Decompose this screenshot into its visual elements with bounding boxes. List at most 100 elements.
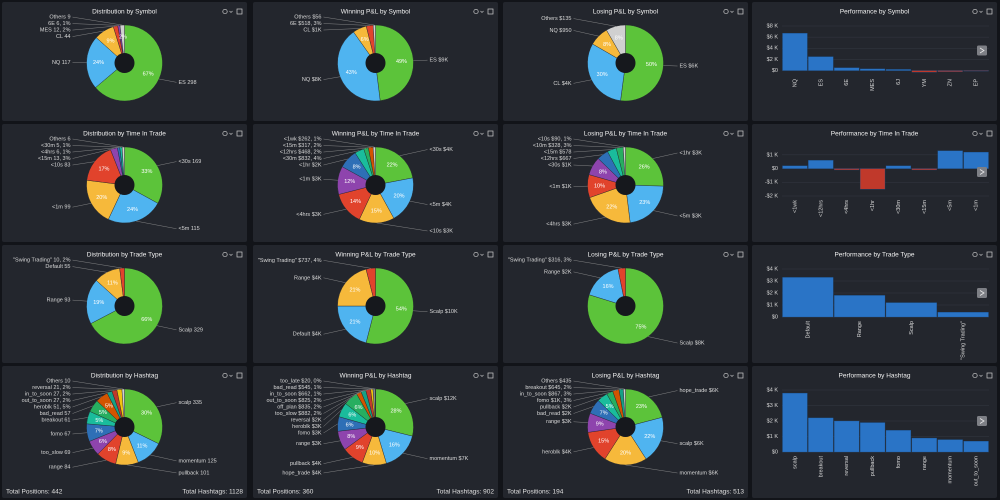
x-tick-label: 6J — [896, 79, 902, 85]
expand-icon[interactable] — [737, 251, 744, 258]
expand-icon[interactable] — [986, 130, 993, 137]
bar — [937, 439, 963, 453]
leader-line — [72, 380, 124, 390]
expand-icon[interactable] — [487, 251, 494, 258]
bar — [963, 440, 989, 453]
menu-caret[interactable] — [979, 132, 983, 135]
scroll-button[interactable] — [977, 416, 987, 426]
slice-label: bad_read 57 — [40, 411, 71, 417]
zoom-icon[interactable] — [473, 8, 479, 15]
menu-caret[interactable] — [730, 132, 734, 135]
menu-caret[interactable] — [979, 374, 983, 377]
zoom-icon[interactable] — [723, 8, 729, 15]
leader-line — [323, 392, 359, 414]
menu-caret[interactable] — [229, 10, 233, 13]
scroll-arrow — [979, 47, 985, 54]
leader-line — [157, 161, 177, 166]
leader-line — [323, 388, 372, 395]
menu-caret[interactable] — [480, 253, 484, 256]
slice-label: pullback $4K — [290, 461, 322, 467]
zoom-icon[interactable] — [972, 8, 978, 15]
leader-line — [323, 409, 342, 427]
slice-label: bad_read $545, 1% — [273, 385, 321, 391]
leader-line — [323, 380, 376, 390]
chart-title: Losing P&L by Time In Trade — [584, 131, 668, 138]
zoom-icon[interactable] — [222, 251, 228, 258]
menu-caret[interactable] — [480, 10, 484, 13]
menu-caret[interactable] — [229, 132, 233, 135]
slice-percent: 16% — [389, 442, 400, 448]
zoom-icon[interactable] — [222, 8, 228, 15]
zoom-icon[interactable] — [473, 372, 479, 379]
bar — [963, 70, 989, 72]
leader-line — [323, 440, 341, 444]
slice-percent: 6% — [346, 422, 354, 428]
zoom-icon[interactable] — [473, 251, 479, 258]
expand-icon[interactable] — [487, 8, 494, 15]
zoom-icon[interactable] — [473, 130, 479, 137]
menu-caret[interactable] — [480, 132, 484, 135]
menu-caret[interactable] — [229, 253, 233, 256]
menu-caret[interactable] — [979, 10, 983, 13]
menu-caret[interactable] — [480, 374, 484, 377]
slice-label: <15m $578 — [544, 149, 572, 155]
expand-icon[interactable] — [236, 8, 243, 15]
bar — [885, 165, 912, 169]
x-tick-label: pullback — [870, 456, 876, 476]
zoom-icon[interactable] — [723, 251, 729, 258]
menu-caret[interactable] — [730, 253, 734, 256]
zoom-icon[interactable] — [222, 372, 228, 379]
expand-icon[interactable] — [737, 130, 744, 137]
chart-title: Performance by Trade Type — [834, 252, 914, 259]
x-tick-label: Default — [805, 321, 811, 339]
menu-caret[interactable] — [979, 253, 983, 256]
slice-label: Scalp $8K — [680, 340, 705, 346]
slice-label: heroblk $4K — [542, 449, 572, 455]
expand-icon[interactable] — [737, 8, 744, 15]
zoom-icon[interactable] — [222, 130, 228, 137]
slice-label: Default 55 — [45, 264, 70, 270]
bar — [782, 392, 808, 453]
expand-icon[interactable] — [986, 8, 993, 15]
expand-icon[interactable] — [236, 372, 243, 379]
slice-label: Range $2K — [544, 269, 572, 275]
leader-line — [323, 16, 375, 26]
expand-icon[interactable] — [487, 130, 494, 137]
zoom-icon[interactable] — [972, 372, 978, 379]
expand-icon[interactable] — [737, 372, 744, 379]
leader-line — [399, 149, 428, 156]
slice-label: <12hrs $667 — [541, 156, 572, 162]
menu-caret[interactable] — [229, 374, 233, 377]
menu-caret[interactable] — [730, 10, 734, 13]
chart-title: Winning P&L by Symbol — [341, 9, 411, 16]
expand-icon[interactable] — [487, 372, 494, 379]
slice-percent: 14% — [350, 199, 361, 205]
menu-caret[interactable] — [730, 374, 734, 377]
y-tick-label: $4 K — [767, 46, 779, 52]
leader-line — [323, 138, 375, 148]
slice-percent: 23% — [636, 404, 647, 410]
leader-line — [323, 76, 341, 80]
zoom-icon[interactable] — [972, 130, 978, 137]
expand-icon[interactable] — [236, 130, 243, 137]
x-tick-label: <12hrs — [818, 200, 824, 217]
zoom-icon[interactable] — [972, 251, 978, 258]
zoom-icon[interactable] — [723, 372, 729, 379]
scroll-button[interactable] — [977, 288, 987, 298]
zoom-icon[interactable] — [723, 130, 729, 137]
bar — [963, 151, 989, 169]
scroll-button[interactable] — [977, 167, 987, 177]
y-tick-label: $2 K — [767, 57, 779, 63]
leader-line — [72, 147, 119, 153]
expand-icon[interactable] — [236, 251, 243, 258]
slice-percent: 8% — [347, 434, 355, 440]
bar — [834, 168, 860, 171]
scroll-button[interactable] — [977, 45, 987, 56]
expand-icon[interactable] — [986, 372, 993, 379]
y-tick-label: -$1 K — [765, 180, 778, 186]
slice-label: <1m $1K — [549, 184, 571, 190]
expand-icon[interactable] — [986, 251, 993, 258]
slice-percent: 19% — [93, 300, 104, 306]
slice-label: fomo $1K, 3% — [537, 398, 572, 404]
